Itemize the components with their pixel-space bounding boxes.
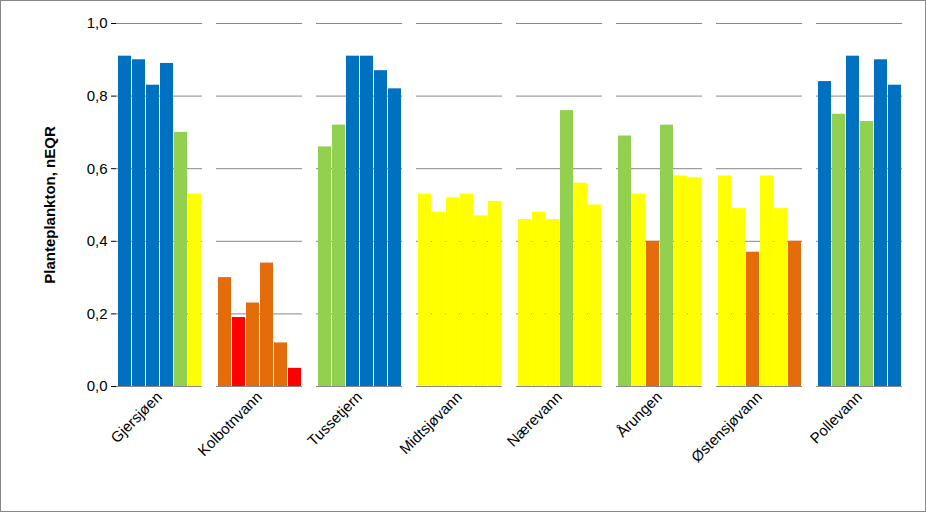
svg-text:Tussetjern: Tussetjern	[304, 388, 365, 449]
svg-text:0,8: 0,8	[87, 87, 108, 104]
svg-text:Østensjøvann: Østensjøvann	[688, 388, 765, 465]
svg-text:Midtsjøvann: Midtsjøvann	[396, 388, 465, 457]
svg-text:0,2: 0,2	[87, 305, 108, 322]
svg-text:0,0: 0,0	[87, 377, 108, 394]
svg-text:0,4: 0,4	[87, 232, 108, 249]
svg-text:Nærevann: Nærevann	[503, 388, 565, 450]
svg-text:Gjersjøen: Gjersjøen	[107, 388, 165, 446]
svg-text:Planteplankton, nEQR: Planteplankton, nEQR	[41, 126, 58, 284]
svg-text:0,6: 0,6	[87, 160, 108, 177]
svg-text:Kolbotnvann: Kolbotnvann	[194, 388, 265, 459]
svg-text:Årungen: Årungen	[613, 388, 665, 440]
svg-text:1,0: 1,0	[87, 14, 108, 31]
svg-text:Pollevann: Pollevann	[806, 388, 865, 447]
